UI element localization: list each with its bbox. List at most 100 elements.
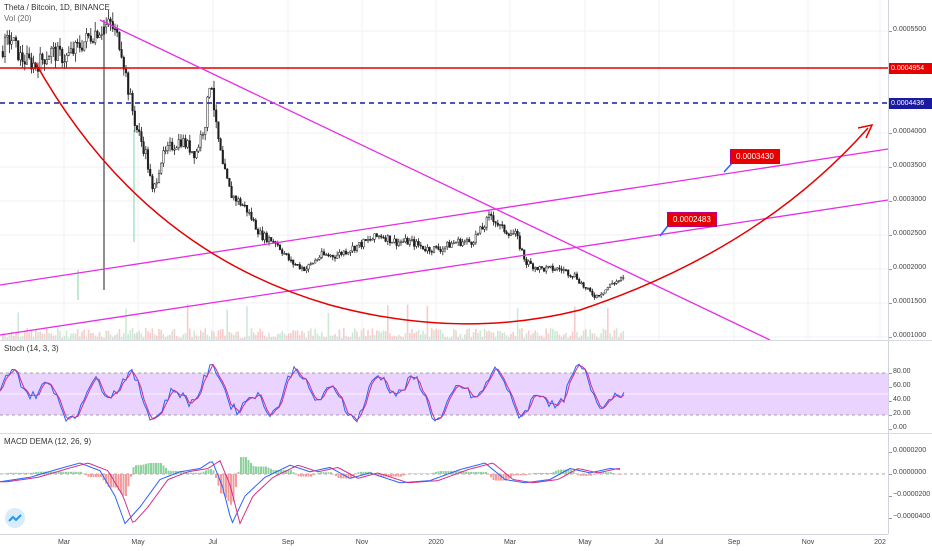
price-candle [209, 88, 211, 99]
volume-bar [246, 306, 248, 340]
tradingview-logo-icon[interactable] [5, 508, 25, 528]
volume-bar [616, 328, 618, 340]
time-tick-label: Mar [504, 539, 516, 546]
price-candle [609, 284, 611, 288]
volume-bar [145, 328, 147, 340]
price-candle [22, 45, 24, 68]
price-candle [299, 262, 301, 270]
price-callout-upper[interactable]: 0.0003430 [730, 149, 780, 164]
macd-canvas[interactable] [0, 434, 888, 534]
price-candle [413, 236, 415, 250]
volume-bar [81, 331, 83, 340]
price-candle [308, 264, 310, 273]
macd-pane[interactable]: MACD DEMA (12, 26, 9) [0, 434, 888, 534]
macd-histogram-bar [538, 473, 540, 474]
price-candle [515, 228, 517, 236]
macd-histogram-bar [245, 457, 247, 474]
macd-axis[interactable]: 0.0000200 0.0000000 −0.0000200 −0.0000400 [888, 434, 932, 534]
macd-tick-label: 0.0000000 [893, 469, 926, 476]
macd-histogram-bar [70, 472, 72, 474]
price-candle [53, 42, 55, 57]
price-chart-pane[interactable]: Theta / Bitcoin, 1D, BINANCE Vol (20) 0.… [0, 0, 888, 340]
price-candle [358, 242, 360, 248]
macd-histogram-bar [95, 474, 97, 477]
price-candle [266, 231, 268, 243]
macd-histogram-bar [18, 473, 20, 474]
price-candle [429, 247, 431, 255]
price-callout-lower[interactable]: 0.0002483 [667, 212, 717, 227]
macd-histogram-bar [205, 470, 207, 474]
price-candle [255, 218, 257, 229]
price-candle [570, 274, 572, 278]
volume-bar [389, 333, 391, 340]
volume-bar [279, 333, 281, 340]
price-candle [277, 241, 279, 247]
price-candle [466, 237, 468, 244]
price-candle [336, 251, 338, 258]
stoch-axis[interactable]: 80.00 60.00 40.00 20.00 0.00 [888, 341, 932, 433]
macd-histogram-bar [250, 463, 252, 474]
price-axis[interactable]: 0.0005500 0.0004000 0.0003500 0.0003000 0.00… [888, 0, 932, 340]
price-candle [237, 196, 239, 205]
macd-histogram-bar [593, 474, 595, 475]
volume-bar [123, 333, 125, 340]
macd-histogram-bar [308, 474, 310, 477]
volume-bar [310, 328, 312, 340]
volume-bar [77, 329, 79, 340]
price-candle [440, 246, 442, 253]
price-candle [119, 31, 121, 51]
macd-histogram-bar [430, 473, 432, 474]
price-candle [367, 236, 369, 243]
price-candle [493, 211, 495, 225]
stoch-pane[interactable]: Stoch (14, 3, 3) [0, 341, 888, 433]
price-candle [251, 208, 253, 221]
price-candle [563, 267, 565, 274]
macd-histogram-bar [520, 474, 522, 475]
price-candle [130, 88, 132, 94]
macd-histogram-bar [310, 474, 312, 477]
macd-histogram-bar [468, 472, 470, 474]
macd-histogram-bar [443, 471, 445, 474]
volume-bar [57, 328, 59, 340]
volume-bar [83, 330, 85, 340]
price-candle [79, 35, 81, 52]
price-candle [530, 258, 532, 264]
price-candle [418, 238, 420, 247]
macd-histogram-bar [440, 471, 442, 474]
macd-tick-label: 0.0000200 [893, 447, 926, 454]
price-candle [2, 45, 4, 58]
price-candle [147, 147, 149, 173]
price-candle [341, 251, 343, 257]
price-chart-canvas[interactable] [0, 0, 888, 340]
volume-bar [257, 332, 259, 340]
price-candle [482, 223, 484, 230]
macd-histogram-bar [525, 474, 527, 475]
time-axis[interactable]: Mar May Jul Sep Nov 2020 Mar May Jul Sep Nov 202 [0, 534, 888, 551]
price-candle [253, 217, 255, 221]
volume-bar [295, 331, 297, 340]
price-candle [4, 34, 6, 63]
volume-bar [526, 333, 528, 340]
macd-histogram-bar [215, 474, 217, 478]
time-tick-label: Nov [802, 539, 814, 546]
price-candle [110, 17, 112, 31]
price-candle [431, 250, 433, 256]
volume-bar [132, 328, 134, 340]
volume-bar [372, 329, 374, 340]
macd-histogram-bar [93, 474, 95, 477]
price-candle [501, 221, 503, 229]
volume-bar [521, 328, 523, 340]
time-tick-label: Sep [728, 539, 740, 546]
volume-bar [585, 329, 587, 340]
price-candle [244, 201, 246, 207]
macd-histogram-bar [213, 470, 215, 474]
volume-bar [108, 331, 110, 340]
macd-histogram-bar [260, 467, 262, 474]
volume-bar [136, 332, 138, 340]
price-candle [33, 56, 35, 73]
volume-bar [475, 329, 477, 340]
volume-bar [455, 330, 457, 340]
stoch-canvas[interactable] [0, 341, 888, 433]
price-candle [191, 151, 193, 153]
macd-histogram-bar [8, 473, 10, 474]
